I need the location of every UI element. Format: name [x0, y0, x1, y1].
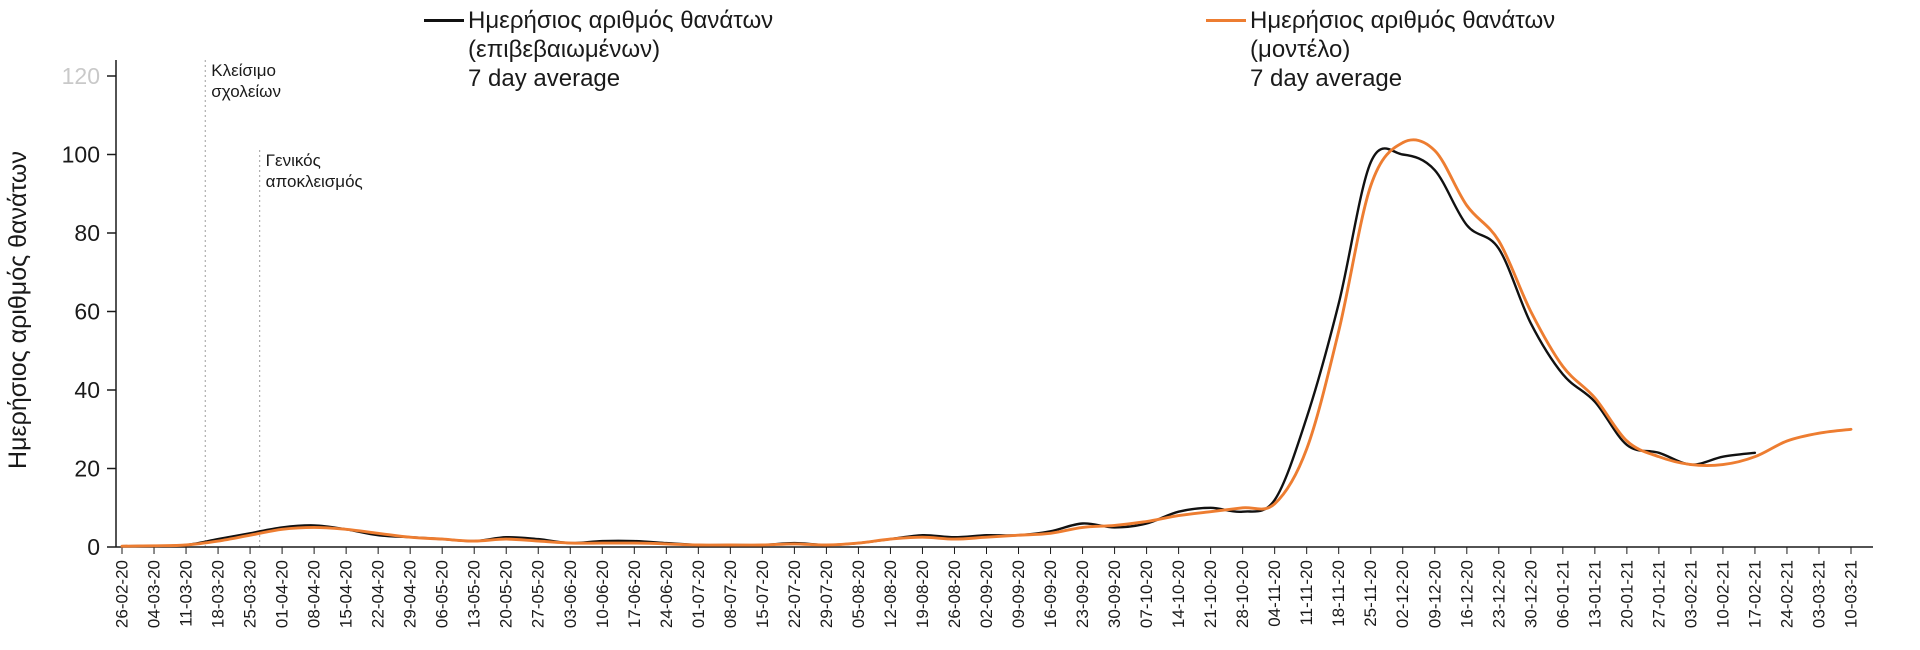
legend-model-line3: 7 day average	[1250, 65, 1403, 92]
y-tick-label: 120	[62, 63, 100, 89]
x-tick-label: 22-07-20	[785, 560, 804, 628]
x-tick-label: 17-06-20	[625, 560, 644, 628]
x-tick-label: 27-01-21	[1649, 560, 1668, 628]
x-tick-label: 13-05-20	[465, 560, 484, 628]
x-tick-label: 15-04-20	[337, 560, 356, 628]
x-tick-label: 10-02-21	[1713, 560, 1732, 628]
x-tick-label: 10-06-20	[593, 560, 612, 628]
x-tick-label: 18-11-20	[1329, 560, 1348, 627]
x-tick-label: 18-03-20	[209, 560, 228, 628]
x-tick-label: 02-12-20	[1393, 560, 1412, 628]
x-tick-label: 23-09-20	[1073, 560, 1092, 628]
x-tick-label: 01-04-20	[273, 560, 292, 628]
x-tick-label: 11-03-20	[177, 560, 196, 627]
annotation-text-1-0: Γενικός	[266, 151, 321, 170]
legend-model-text: Ημερήσιος αριθμός θανάτων (μοντέλο) 7 da…	[1250, 6, 1555, 93]
x-tick-label: 29-04-20	[401, 560, 420, 628]
x-tick-label: 16-12-20	[1457, 560, 1476, 628]
x-tick-label: 30-09-20	[1105, 560, 1124, 628]
x-tick-label: 15-07-20	[753, 560, 772, 628]
legend-confirmed-text: Ημερήσιος αριθμός θανάτων (επιβεβαιωμένω…	[468, 6, 773, 93]
x-tick-label: 09-09-20	[1009, 560, 1028, 628]
legend-confirmed: Ημερήσιος αριθμός θανάτων (επιβεβαιωμένω…	[424, 6, 773, 93]
x-tick-label: 26-02-20	[113, 560, 132, 628]
annotation-text-0-0: Κλείσιμο	[211, 61, 276, 80]
y-tick-label: 100	[62, 142, 100, 168]
x-tick-label: 24-06-20	[657, 560, 676, 628]
chart-generated-layer: Κλείσιμο σχολείων Γενικός αποκλεισμός 0 20 40 6…	[62, 60, 1873, 628]
y-tick-label: 60	[74, 299, 100, 325]
x-tick-label: 02-09-20	[977, 560, 996, 628]
x-tick-label: 06-01-21	[1553, 560, 1572, 628]
x-tick-label: 05-08-20	[849, 560, 868, 628]
x-tick-label: 09-12-20	[1425, 560, 1444, 628]
x-tick-label: 29-07-20	[817, 560, 836, 628]
x-tick-label: 06-05-20	[433, 560, 452, 628]
x-tick-label: 28-10-20	[1233, 560, 1252, 628]
x-tick-label: 10-03-21	[1842, 560, 1861, 628]
x-tick-label: 04-11-20	[1265, 560, 1284, 627]
legend-model-marker	[1206, 19, 1246, 22]
x-tick-label: 13-01-21	[1585, 560, 1604, 628]
y-axis-title: Ημερήσιος αριθμός θανάτων	[4, 151, 32, 469]
x-tick-label: 22-04-20	[369, 560, 388, 628]
x-tick-label: 11-11-20	[1297, 560, 1316, 626]
y-tick-label: 20	[74, 456, 100, 482]
y-tick-label: 40	[74, 377, 100, 403]
x-tick-label: 30-12-20	[1521, 560, 1540, 628]
x-tick-label: 20-01-21	[1617, 560, 1636, 628]
x-tick-label: 04-03-20	[145, 560, 164, 628]
x-tick-label: 03-02-21	[1681, 560, 1700, 628]
annotation-text-0-1: σχολείων	[211, 82, 281, 101]
x-tick-label: 23-12-20	[1489, 560, 1508, 628]
legend-confirmed-line1: Ημερήσιος αριθμός θανάτων	[468, 7, 774, 34]
x-tick-label: 07-10-20	[1137, 560, 1156, 628]
series-line-confirmed	[120, 147, 1757, 548]
legend-model-line2: (μοντέλο)	[1250, 36, 1351, 63]
x-tick-label: 08-04-20	[305, 560, 324, 628]
x-tick-label: 24-02-21	[1777, 560, 1796, 628]
x-tick-label: 17-02-21	[1745, 560, 1764, 628]
x-tick-label: 20-05-20	[497, 560, 516, 628]
x-tick-label: 27-05-20	[529, 560, 548, 628]
x-tick-label: 01-07-20	[689, 560, 708, 628]
x-tick-label: 03-06-20	[561, 560, 580, 628]
x-tick-label: 19-08-20	[913, 560, 932, 628]
legend-confirmed-line3: 7 day average	[468, 65, 621, 92]
legend-confirmed-marker	[424, 19, 464, 22]
y-tick-label: 0	[87, 534, 100, 560]
x-tick-label: 03-03-21	[1809, 560, 1828, 628]
x-tick-label: 14-10-20	[1169, 560, 1188, 628]
legend-confirmed-line2: (επιβεβαιωμένων)	[468, 36, 661, 63]
y-tick-label: 80	[74, 220, 100, 246]
annotation-text-1-1: αποκλεισμός	[266, 172, 363, 191]
legend-model-line1: Ημερήσιος αριθμός θανάτων	[1250, 7, 1556, 34]
x-tick-label: 12-08-20	[881, 560, 900, 628]
x-tick-label: 25-11-20	[1361, 560, 1380, 627]
x-tick-label: 08-07-20	[721, 560, 740, 628]
legend-model: Ημερήσιος αριθμός θανάτων (μοντέλο) 7 da…	[1206, 6, 1555, 93]
x-tick-label: 26-08-20	[945, 560, 964, 628]
x-tick-label: 25-03-20	[241, 560, 260, 628]
x-tick-label: 16-09-20	[1041, 560, 1060, 628]
x-tick-label: 21-10-20	[1201, 560, 1220, 628]
series-line-model	[120, 138, 1853, 548]
